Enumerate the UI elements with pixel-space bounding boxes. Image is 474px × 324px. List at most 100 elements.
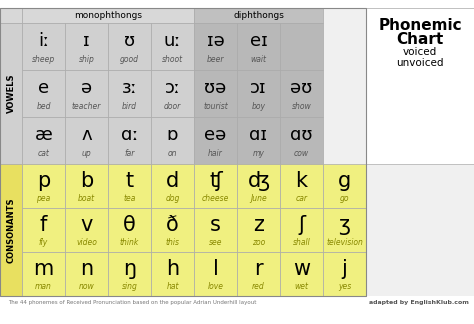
Bar bbox=[151, 252, 194, 296]
Text: pea: pea bbox=[36, 194, 51, 203]
Text: ɪ: ɪ bbox=[83, 32, 90, 50]
Bar bbox=[0, 8, 22, 23]
Text: m: m bbox=[33, 259, 54, 279]
Bar bbox=[237, 164, 280, 208]
Bar bbox=[280, 117, 323, 164]
Text: æ: æ bbox=[35, 126, 52, 144]
Text: my: my bbox=[253, 149, 264, 158]
Bar bbox=[108, 117, 151, 164]
Bar bbox=[194, 164, 237, 208]
Bar bbox=[65, 208, 108, 252]
Text: s: s bbox=[210, 215, 221, 235]
Bar bbox=[108, 164, 151, 208]
Text: ʊə: ʊə bbox=[204, 79, 227, 97]
Text: f: f bbox=[40, 215, 47, 235]
Text: ɔː: ɔː bbox=[164, 79, 181, 97]
Text: k: k bbox=[295, 171, 308, 191]
Bar bbox=[22, 252, 65, 296]
Bar bbox=[237, 208, 280, 252]
Bar bbox=[237, 23, 280, 70]
Text: ship: ship bbox=[79, 55, 94, 64]
Bar bbox=[280, 164, 323, 208]
Text: car: car bbox=[295, 194, 308, 203]
Text: The 44 phonemes of Received Pronunciation based on the popular Adrian Underhill : The 44 phonemes of Received Pronunciatio… bbox=[8, 300, 256, 305]
Text: ð: ð bbox=[166, 215, 179, 235]
Text: yes: yes bbox=[338, 282, 351, 291]
Bar bbox=[194, 70, 237, 117]
Text: red: red bbox=[252, 282, 265, 291]
Bar bbox=[22, 164, 65, 208]
Text: p: p bbox=[37, 171, 50, 191]
Text: boy: boy bbox=[252, 102, 265, 111]
Text: ɑɪ: ɑɪ bbox=[249, 126, 267, 144]
Bar bbox=[194, 23, 237, 70]
Bar bbox=[0, 8, 474, 296]
Bar bbox=[65, 252, 108, 296]
Text: ʒ: ʒ bbox=[338, 215, 350, 235]
Text: t: t bbox=[126, 171, 134, 191]
Text: fly: fly bbox=[39, 238, 48, 247]
Text: uː: uː bbox=[164, 32, 181, 50]
Text: əʊ: əʊ bbox=[291, 79, 313, 97]
Bar bbox=[65, 164, 108, 208]
Bar bbox=[151, 208, 194, 252]
Text: now: now bbox=[79, 282, 94, 291]
Text: eɪ: eɪ bbox=[250, 32, 267, 50]
Text: cat: cat bbox=[37, 149, 49, 158]
Text: CONSONANTS: CONSONANTS bbox=[7, 197, 16, 263]
Text: wet: wet bbox=[294, 282, 309, 291]
Text: d: d bbox=[166, 171, 179, 191]
Text: ɔɪ: ɔɪ bbox=[250, 79, 267, 97]
Bar bbox=[108, 252, 151, 296]
Text: wait: wait bbox=[250, 55, 266, 64]
Text: sheep: sheep bbox=[32, 55, 55, 64]
Text: ɑː: ɑː bbox=[121, 126, 138, 144]
Bar bbox=[22, 208, 65, 252]
Bar bbox=[194, 252, 237, 296]
Bar bbox=[65, 70, 108, 117]
Bar bbox=[151, 164, 194, 208]
Text: w: w bbox=[293, 259, 310, 279]
Text: man: man bbox=[35, 282, 52, 291]
Text: ʌ: ʌ bbox=[81, 126, 92, 144]
Bar bbox=[323, 164, 366, 208]
Bar bbox=[22, 117, 65, 164]
Text: h: h bbox=[166, 259, 179, 279]
Bar bbox=[366, 8, 474, 164]
Text: bed: bed bbox=[36, 102, 51, 111]
Text: j: j bbox=[342, 259, 347, 279]
Text: ʃ: ʃ bbox=[298, 215, 305, 235]
Text: iː: iː bbox=[38, 32, 49, 50]
Text: see: see bbox=[209, 238, 222, 247]
Bar bbox=[151, 117, 194, 164]
Text: monophthongs: monophthongs bbox=[74, 11, 142, 20]
Text: g: g bbox=[338, 171, 351, 191]
Text: door: door bbox=[164, 102, 181, 111]
Text: ʤ: ʤ bbox=[247, 171, 270, 191]
Text: cheese: cheese bbox=[202, 194, 229, 203]
Text: up: up bbox=[82, 149, 91, 158]
Bar bbox=[280, 23, 323, 70]
Text: l: l bbox=[212, 259, 219, 279]
Text: love: love bbox=[208, 282, 224, 291]
Text: unvoiced: unvoiced bbox=[396, 58, 444, 68]
Text: beer: beer bbox=[207, 55, 224, 64]
Text: teacher: teacher bbox=[72, 102, 101, 111]
Bar bbox=[194, 117, 237, 164]
Bar bbox=[323, 252, 366, 296]
Bar bbox=[0, 8, 366, 296]
Text: sing: sing bbox=[121, 282, 137, 291]
Text: eə: eə bbox=[204, 126, 227, 144]
Text: ʧ: ʧ bbox=[209, 171, 222, 191]
Text: adapted by EnglishKlub.com: adapted by EnglishKlub.com bbox=[369, 300, 469, 305]
Text: boat: boat bbox=[78, 194, 95, 203]
Text: Chart: Chart bbox=[396, 32, 444, 48]
Bar bbox=[280, 208, 323, 252]
Text: voiced: voiced bbox=[403, 47, 437, 57]
Text: ʊ: ʊ bbox=[124, 32, 135, 50]
Text: far: far bbox=[124, 149, 135, 158]
Text: diphthongs: diphthongs bbox=[233, 11, 284, 20]
Text: hair: hair bbox=[208, 149, 223, 158]
Bar bbox=[151, 70, 194, 117]
Bar bbox=[280, 252, 323, 296]
